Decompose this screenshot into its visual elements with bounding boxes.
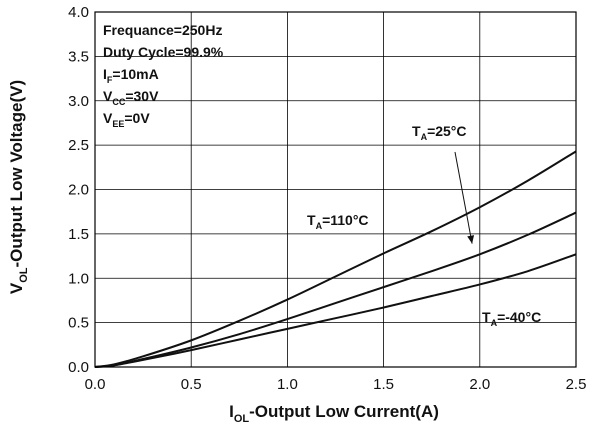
y-tick-label: 4.0 [68, 4, 89, 21]
condition-text: VCC=30V [103, 88, 159, 107]
y-tick-label: 2.5 [68, 137, 89, 154]
plot-frame [94, 11, 577, 368]
x-axis-label-main: I [229, 402, 234, 421]
x-tick-label: 0.0 [85, 376, 106, 393]
x-tick-label: 0.5 [181, 376, 202, 393]
series-line-t-a-25-c [94, 211, 577, 368]
series-line-t-a-40-c [94, 253, 577, 368]
series-label-t-a-40-c: TA=-40°C [482, 309, 541, 328]
y-tick-label: 3.0 [68, 93, 89, 110]
conditions-box: Frequance=250Hz Duty Cycle=99.9% IF=10mA VC… [103, 22, 224, 129]
y-axis-label-rest: -Output Low Voltage(V) [7, 80, 26, 268]
annotation-arrow-line [454, 151, 473, 244]
y-tick-label: 1.0 [68, 270, 89, 287]
grid-layer [95, 12, 576, 367]
x-tick-label: 1.5 [373, 376, 394, 393]
series-line-t-a-110-c [94, 150, 577, 368]
series-label-t-a-25-c: TA=25°C [412, 123, 467, 142]
y-tick-label: 0.5 [68, 315, 89, 332]
series-layer [94, 150, 577, 368]
y-tick-label: 0.0 [68, 359, 89, 376]
condition-text: IF=10mA [103, 66, 159, 85]
y-tick-label: 2.0 [68, 182, 89, 199]
condition-text: Duty Cycle=99.9% [103, 44, 224, 60]
x-axis-label-rest: -Output Low Current(A) [249, 402, 439, 421]
y-tick-label: 3.5 [68, 48, 89, 65]
y-tick-label: 1.5 [68, 226, 89, 243]
x-axis-label: IOL-Output Low Current(A) [229, 402, 439, 425]
series-annotations: TA=110°C TA=25°C TA=-40°C [307, 123, 541, 328]
x-axis-label-sub: OL [234, 413, 250, 425]
condition-text: Frequance=250Hz [103, 22, 222, 38]
condition-text: VEE=0V [103, 110, 150, 129]
plot-border [94, 11, 577, 368]
x-tick-label: 2.0 [469, 376, 490, 393]
x-tick-label: 1.0 [277, 376, 298, 393]
y-axis-label-sub: OL [18, 267, 30, 283]
annotation-arrow-head [467, 235, 475, 244]
y-axis-label-main: V [7, 282, 26, 294]
tick-labels: 0.0 0.5 1.0 1.5 2.0 2.5 0.0 0.5 1.0 1.5 2.0 2.5 3.0 3… [68, 4, 586, 393]
y-axis-label: VOL-Output Low Voltage(V) [7, 80, 30, 294]
series-label-t-a-110-c: TA=110°C [307, 212, 369, 231]
x-tick-label: 2.5 [566, 376, 587, 393]
